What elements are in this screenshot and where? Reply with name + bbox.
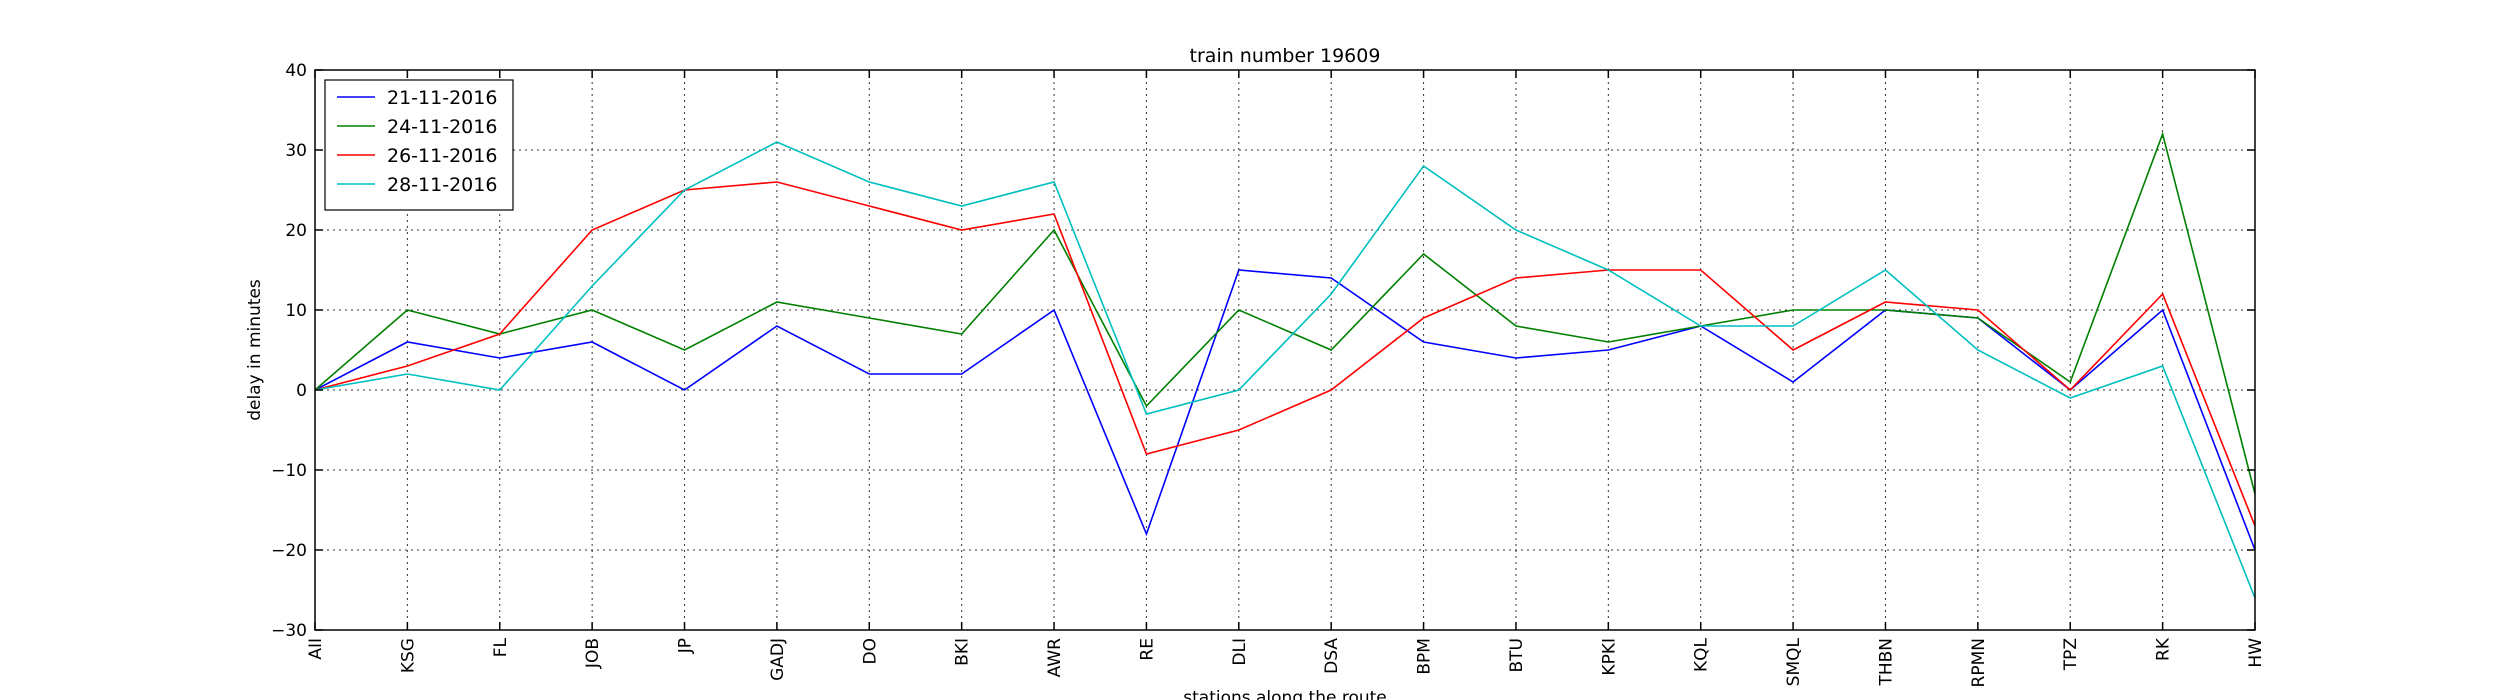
legend-label: 24-11-2016 — [387, 116, 497, 138]
x-tick-label: DO — [860, 638, 880, 664]
x-tick-label: DLI — [1230, 638, 1250, 666]
x-tick-label: DSA — [1322, 638, 1342, 674]
axis-ticks: −30 −20 −10 0 10 20 30 40 AII KSG FL JOB JP GADJ DO BKI… — [271, 61, 2266, 687]
x-tick-label: KQL — [1692, 637, 1712, 672]
y-tick-label: −30 — [271, 621, 307, 641]
x-tick-label: BTU — [1507, 638, 1527, 673]
x-tick-label: FL — [491, 637, 511, 657]
y-tick-label: −10 — [271, 461, 307, 481]
x-tick-label: SMQL — [1784, 637, 1804, 686]
x-tick-label: KPKI — [1599, 638, 1619, 676]
legend-label: 28-11-2016 — [387, 174, 497, 196]
x-tick-label: THBN — [1876, 638, 1896, 687]
x-tick-label: GADJ — [768, 638, 788, 681]
x-tick-label: TPZ — [2061, 638, 2081, 671]
x-tick-label: RE — [1137, 638, 1157, 661]
y-tick-label: 20 — [285, 221, 307, 241]
legend-label: 21-11-2016 — [387, 87, 497, 109]
y-axis-title: delay in minutes — [245, 279, 265, 421]
x-tick-label: HW — [2246, 638, 2266, 668]
x-tick-label: BPM — [1415, 638, 1435, 675]
series-line — [314, 131, 2256, 495]
plot-frame — [314, 69, 2256, 631]
y-tick-label: 10 — [285, 301, 307, 321]
x-tick-label: RPMN — [1969, 638, 1989, 687]
x-tick-label: BKI — [953, 638, 973, 666]
series-line — [314, 181, 2256, 527]
y-tick-label: 0 — [296, 381, 307, 401]
y-tick-label: 40 — [285, 61, 307, 81]
legend-label: 26-11-2016 — [387, 145, 497, 167]
y-tick-label: 30 — [285, 141, 307, 161]
x-tick-label: AWR — [1045, 638, 1065, 678]
x-tick-label: JOB — [583, 638, 603, 669]
y-tick-label: −20 — [271, 541, 307, 561]
legend: 21-11-2016 24-11-2016 26-11-2016 28-11-2016 — [324, 79, 514, 211]
legend-box — [324, 79, 514, 211]
series-line — [314, 141, 2256, 599]
chart-title: train number 19609 — [1190, 45, 1381, 67]
series-lines — [314, 131, 2256, 599]
x-axis-title: stations along the route — [1183, 688, 1387, 700]
x-tick-label: AII — [306, 638, 326, 660]
x-tick-label: KSG — [398, 638, 418, 673]
x-tick-label: JP — [676, 638, 696, 654]
x-tick-label: RK — [2154, 637, 2174, 661]
